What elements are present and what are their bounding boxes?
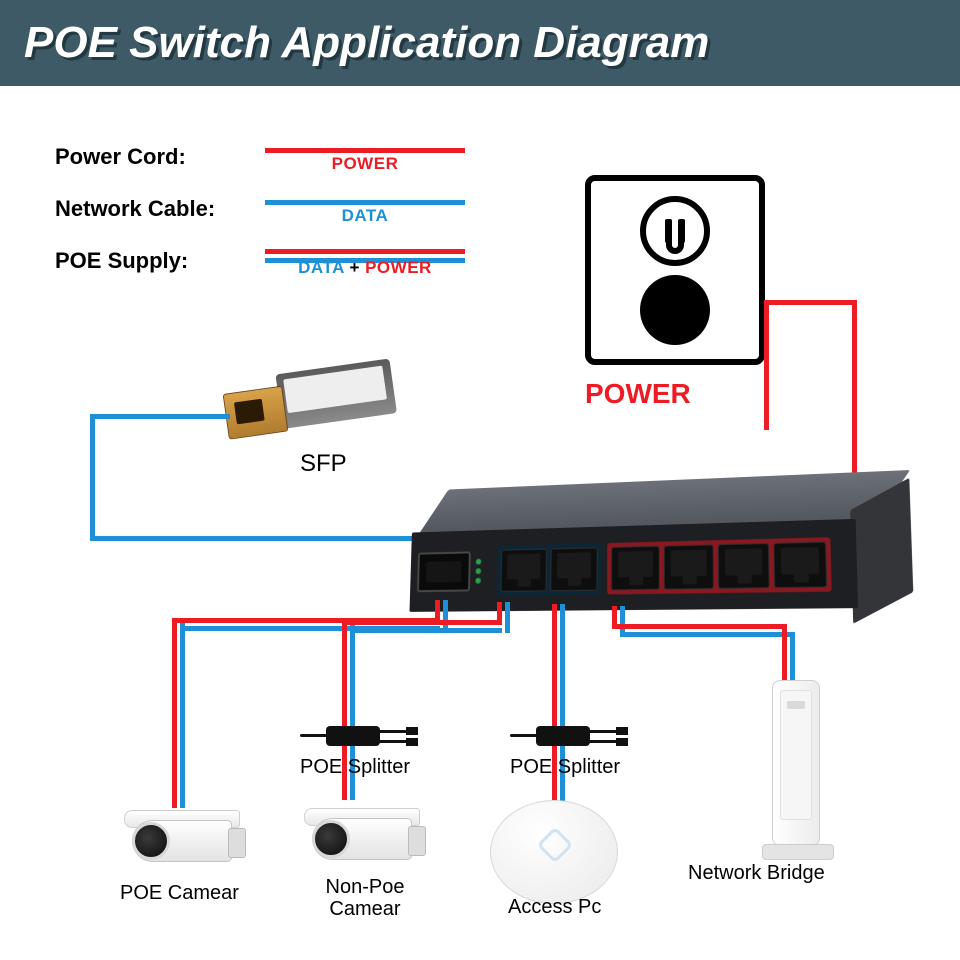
rj45-port — [664, 544, 714, 589]
splitter-label: POE Splitter — [300, 756, 410, 778]
network-bridge-icon — [762, 680, 834, 860]
legend-text: DATA + POWER — [265, 258, 465, 278]
access-point-icon — [490, 792, 620, 912]
poe-splitter-icon — [510, 720, 620, 756]
legend-row-data: Network Cable: DATA — [55, 192, 465, 226]
legend-label: Network Cable: — [55, 196, 265, 222]
poe-camera-label: POE Camear — [120, 882, 239, 904]
access-point-label: Access Pc — [508, 896, 601, 918]
sfp-label: SFP — [300, 450, 347, 478]
legend-label: Power Cord: — [55, 144, 265, 170]
legend-sample-power: POWER — [265, 140, 465, 174]
page-title: POE Switch Application Diagram — [0, 0, 960, 86]
nonpoe-camera-label: Non-Poe Camear — [310, 876, 420, 920]
outlet-plug-icon — [640, 275, 710, 345]
rj45-port — [611, 545, 660, 590]
poe-splitter-icon — [300, 720, 410, 756]
bridge-label: Network Bridge — [688, 862, 825, 884]
poe-camera-icon — [110, 810, 240, 872]
switch-poe-ports — [607, 537, 832, 594]
outlet-socket-icon — [640, 196, 710, 266]
legend-label: POE Supply: — [55, 248, 265, 274]
legend-data-word: DATA — [298, 258, 344, 277]
switch-sfp-port — [417, 551, 471, 592]
rj45-port — [500, 548, 547, 591]
power-outlet-icon — [585, 175, 765, 365]
legend-row-power: Power Cord: POWER — [55, 140, 465, 174]
legend-row-poe: POE Supply: DATA + POWER — [55, 244, 465, 278]
poe-switch-icon — [409, 470, 915, 636]
legend-plus: + — [344, 258, 365, 277]
switch-led-icon — [475, 558, 492, 583]
legend-sample-data: DATA — [265, 192, 465, 226]
rj45-port — [718, 542, 770, 588]
rj45-port — [550, 547, 598, 591]
legend-power-word: POWER — [365, 258, 432, 277]
sfp-module-icon — [221, 359, 399, 452]
legend: Power Cord: POWER Network Cable: DATA PO… — [55, 140, 465, 296]
nonpoe-camera-icon — [290, 808, 420, 870]
splitter-label: POE Splitter — [510, 756, 620, 778]
legend-sample-poe: DATA + POWER — [265, 244, 465, 278]
rj45-port — [773, 541, 827, 588]
legend-text: DATA — [265, 206, 465, 226]
outlet-label: POWER — [585, 378, 691, 410]
legend-text: POWER — [265, 154, 465, 174]
switch-uplink-ports — [497, 543, 602, 596]
